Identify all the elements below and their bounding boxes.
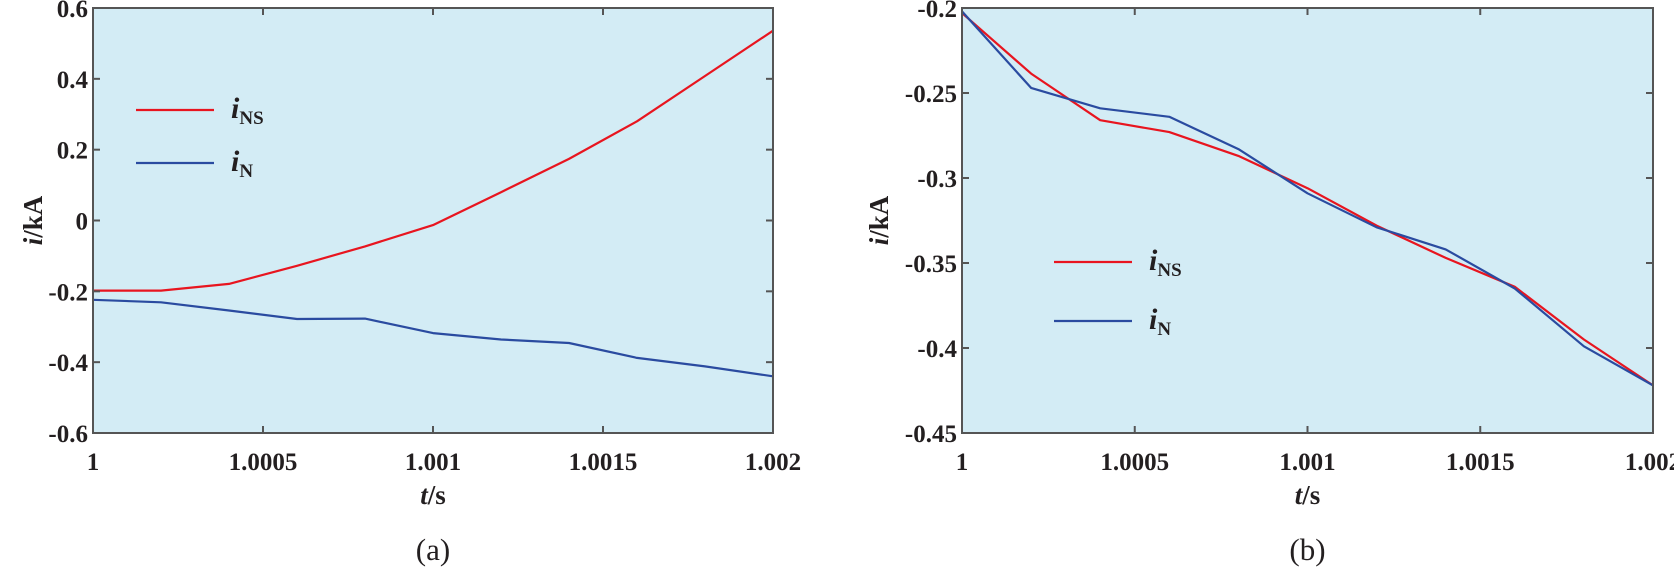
legend-label-main: i xyxy=(1149,303,1158,336)
x-tick-label: 1.0015 xyxy=(569,449,638,476)
x-axis-label-var: t xyxy=(1295,480,1304,510)
plot-area xyxy=(93,8,773,433)
y-tick-label: -0.2 xyxy=(48,279,88,306)
legend-label: iNS xyxy=(231,92,264,129)
x-axis-label-unit: /s xyxy=(427,480,446,510)
x-tick-label: 1.002 xyxy=(1625,449,1674,476)
legend-label-main: i xyxy=(1149,244,1158,277)
x-tick-label: 1.0015 xyxy=(1446,449,1515,476)
legend-label-main: i xyxy=(231,145,240,178)
y-tick-label: -0.45 xyxy=(905,421,957,448)
y-tick-label: -0.4 xyxy=(48,350,88,377)
legend-label: iN xyxy=(1149,303,1171,340)
x-tick-label: 1 xyxy=(87,449,100,476)
x-tick-label: 1.0005 xyxy=(229,449,298,476)
y-axis-label: i/kA xyxy=(864,195,894,245)
y-tick-label: 0.2 xyxy=(57,138,88,165)
chart-panel-a: 1 1.0005 1.001 1.0015 1.002 0.6 0.4 0.2 0 -0.2 -0.… xyxy=(18,0,801,567)
x-axis-label: t/s xyxy=(420,480,446,510)
x-axis-label-unit: /s xyxy=(1301,480,1320,510)
y-tick-label: -0.4 xyxy=(917,336,957,363)
legend-label-sub: NS xyxy=(239,108,263,129)
y-tick-label: -0.35 xyxy=(905,251,957,278)
series-line-in xyxy=(92,298,774,378)
series-line-in xyxy=(961,10,1654,387)
legend-label-main: i xyxy=(231,92,240,125)
panel-caption: (b) xyxy=(1289,532,1325,567)
y-axis-label-unit: /kA xyxy=(18,195,48,239)
chart-panel-b: 1 1.0005 1.001 1.0015 1.002 -0.2 -0.25 -0.3 -0.3… xyxy=(864,0,1674,567)
x-axis-label-var: t xyxy=(420,480,429,510)
y-tick-label: -0.6 xyxy=(48,421,88,448)
y-tick-label: -0.3 xyxy=(917,166,957,193)
y-tick-label: 0.4 xyxy=(57,67,89,94)
panel-caption: (a) xyxy=(416,532,450,567)
y-tick-label: 0.6 xyxy=(57,0,88,23)
x-tick-label: 1.001 xyxy=(1279,449,1335,476)
x-tick-label: 1.0005 xyxy=(1100,449,1169,476)
y-tick-label: -0.2 xyxy=(917,0,957,23)
y-axis-label-var: i xyxy=(864,237,894,245)
legend-label-sub: N xyxy=(239,161,253,182)
y-tick-label: 0 xyxy=(76,209,89,236)
x-tick-label: 1.001 xyxy=(405,449,461,476)
x-axis-label: t/s xyxy=(1295,480,1321,510)
y-axis-label-unit: /kA xyxy=(864,195,894,239)
series-line-ins xyxy=(961,12,1654,387)
x-tick-label: 1 xyxy=(956,449,969,476)
series-line-ins xyxy=(93,29,774,292)
y-axis-label: i/kA xyxy=(18,195,48,245)
x-tick-label: 1.002 xyxy=(745,449,801,476)
y-tick-label: -0.25 xyxy=(905,81,957,108)
legend-label: iNS xyxy=(1149,244,1182,281)
y-axis-label-var: i xyxy=(18,237,48,245)
legend-label-sub: N xyxy=(1157,319,1171,340)
legend-label: iN xyxy=(231,145,253,182)
legend-label-sub: NS xyxy=(1157,260,1181,281)
plot-area xyxy=(962,8,1653,433)
